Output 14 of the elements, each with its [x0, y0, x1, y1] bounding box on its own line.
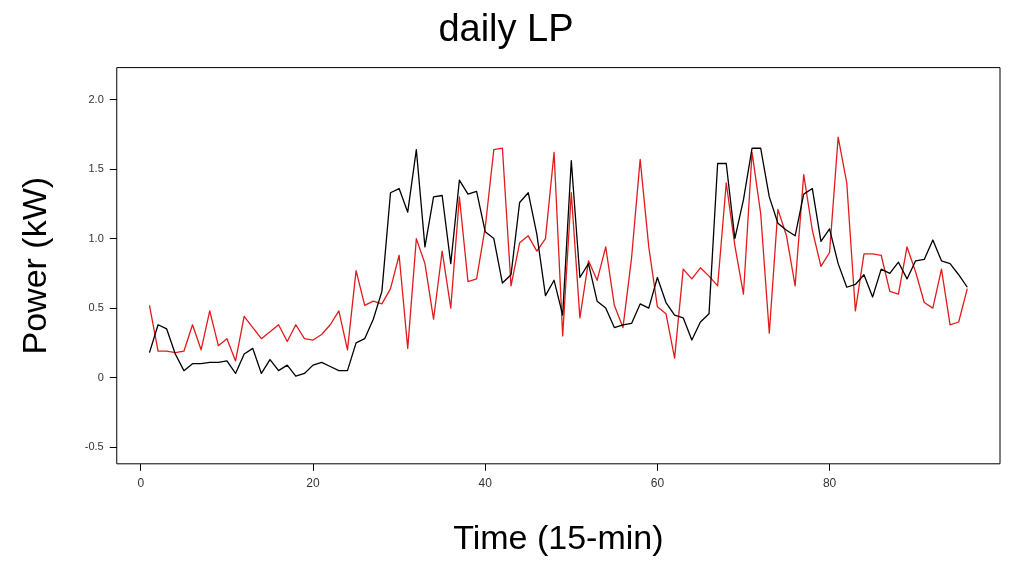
y-tick-label: 1.5 — [88, 162, 104, 175]
y-tick-label: 2.0 — [88, 92, 104, 105]
x-tick-label: 40 — [478, 476, 493, 491]
x-tick-label: 20 — [306, 476, 321, 491]
x-tick-label: 0 — [137, 476, 145, 491]
y-tick-label: 0.5 — [88, 301, 104, 314]
y-tick-label: -0.5 — [84, 440, 104, 453]
x-tick-label: 60 — [650, 476, 665, 491]
chart-title: daily LP — [438, 7, 574, 50]
y-axis-title: Power (kW) — [14, 176, 53, 355]
y-tick-label: 0 — [97, 370, 104, 383]
y-tick-label: 1.0 — [88, 231, 104, 244]
x-axis-title: Time (15-min) — [453, 517, 664, 556]
x-tick-label: 80 — [822, 476, 837, 491]
